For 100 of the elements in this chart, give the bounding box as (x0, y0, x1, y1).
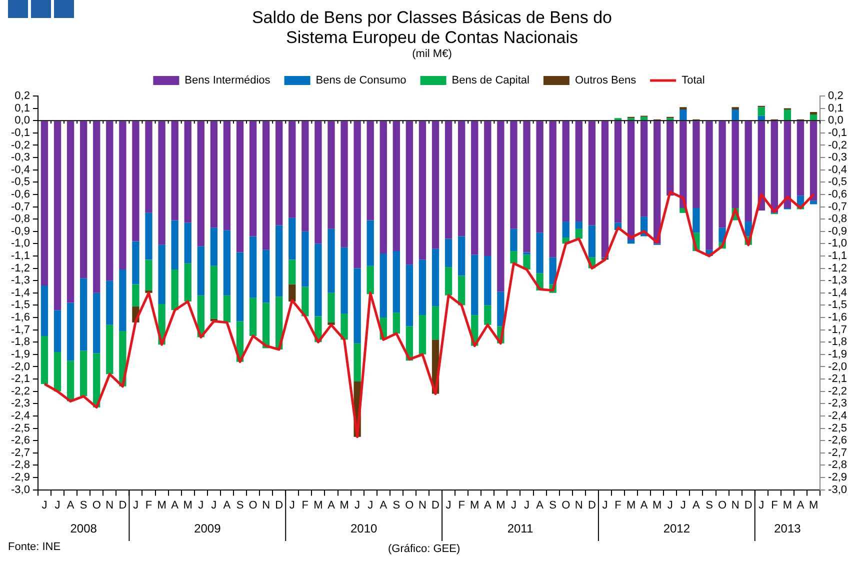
y2-tick-label: -2,6 (828, 434, 848, 447)
text: (Gráfico: GEE) (388, 543, 460, 555)
x-tick-label: M (652, 499, 662, 512)
chart-subtitle: (mil M€) (411, 48, 453, 61)
x-tick-label: J (289, 499, 295, 512)
x-tick-label: A (171, 499, 180, 512)
legend-label: Bens de Capital (452, 74, 530, 87)
y-tick-label: 0,2 (14, 90, 30, 102)
x-tick-label: M (314, 499, 323, 512)
x-tick-label: D (744, 499, 752, 512)
x-tick-label: D (432, 499, 440, 512)
x-tick-label: S (236, 499, 244, 512)
y-tick-label: -2,5 (10, 422, 30, 434)
text: 2009 (194, 521, 222, 536)
legend-label: Bens de Consumo (316, 74, 406, 87)
text: 2012 (663, 521, 690, 536)
y-tick-label: -0,8 (10, 213, 30, 226)
x-tick-label: J (368, 499, 374, 512)
x-tick-label: D (588, 499, 596, 512)
y2-tick-label: -1,8 (828, 336, 848, 348)
y-tick-label: -0,4 (10, 164, 30, 176)
y2-tick-label: 0,2 (828, 90, 844, 102)
y2-tick-label: -0,7 (828, 200, 848, 213)
y2-tick-label: -2,4 (828, 410, 848, 422)
chart-title: Saldo de Bens por Classes Básicas de Bens do Sistema Europeu de Contas Nacionais (250, 8, 614, 48)
x-tick-label: M (782, 499, 792, 512)
y2-tick-label: -0,2 (828, 139, 848, 152)
y2-tick-label: -1,5 (828, 299, 848, 312)
x-tick-label: J (354, 499, 360, 512)
x-tick-label: N (731, 499, 740, 512)
y-tick-label: -2,4 (10, 410, 30, 422)
x-tick-label: A (380, 499, 388, 512)
y-tick-label: -1,7 (10, 324, 30, 336)
legend-label: Total (682, 74, 705, 87)
y-tick-label: -2,2 (10, 385, 30, 398)
x-tick-label: S (80, 499, 88, 512)
x-tick-label: M (626, 499, 636, 512)
y-tick-label: -0,3 (10, 152, 30, 164)
x-tick-label: N (418, 499, 427, 512)
x-tick-label: J (510, 499, 516, 512)
x-tick-label: D (275, 499, 284, 512)
x-tick-label: F (145, 499, 152, 512)
y-tick-label: 0,0 (14, 114, 30, 127)
x-tick-label: F (302, 499, 309, 512)
y-tick-label: -0,6 (10, 188, 30, 200)
y-tick-label: -2,7 (10, 446, 30, 459)
x-tick-label: M (340, 499, 349, 512)
y2-tick-label: -0,1 (828, 126, 848, 139)
y2-tick-label: -1,1 (828, 250, 848, 262)
y2-tick-label: -0,4 (828, 164, 848, 176)
y2-tick-label: -2,1 (828, 373, 848, 386)
x-tick-label: N (262, 499, 270, 512)
y-tick-label: -1,8 (10, 336, 30, 348)
x-tick-label: N (106, 499, 114, 512)
y-tick-label: -2,6 (10, 434, 30, 447)
y2-tick-label: -1,2 (828, 262, 848, 274)
y2-tick-label: -3,0 (828, 484, 848, 496)
x-tick-label: J (132, 499, 138, 512)
legend-label: Bens Intermédios (184, 74, 271, 87)
y-tick-label: -0,7 (10, 200, 30, 213)
text: 2013 (774, 521, 802, 536)
y-tick-label: -1,3 (10, 274, 30, 287)
legend-label: Outros Bens (574, 74, 637, 87)
y-tick-label: -0,2 (10, 139, 30, 152)
x-tick-label: J (667, 499, 673, 512)
x-tick-label: J (680, 499, 686, 512)
x-tick-label: M (496, 499, 506, 512)
y-tick-label: -1,1 (10, 250, 30, 262)
x-tick-label: J (198, 499, 204, 512)
x-tick-label: O (718, 499, 728, 512)
x-tick-label: S (706, 499, 713, 512)
x-tick-label: J (758, 499, 764, 512)
y2-tick-label: -2,0 (828, 360, 848, 373)
y2-tick-label: -0,5 (828, 176, 848, 188)
y2-tick-label: -2,9 (828, 472, 848, 484)
y-tick-label: -1,0 (10, 238, 30, 250)
x-tick-label: O (92, 499, 102, 512)
y2-tick-label: -2,3 (828, 398, 848, 410)
x-tick-label: N (574, 499, 583, 512)
y-tick-label: -3,0 (10, 484, 30, 496)
y-tick-label: -2,9 (10, 472, 30, 484)
x-tick-label: F (458, 499, 466, 512)
x-tick-label: F (614, 499, 622, 512)
y2-tick-label: -1,9 (828, 348, 848, 360)
x-tick-label: O (562, 499, 571, 512)
y-tick-label: -0,1 (10, 126, 30, 139)
text: 2010 (350, 521, 378, 536)
y-tick-label: -1,9 (10, 348, 30, 360)
y-tick-label: -1,4 (10, 286, 30, 299)
y2-tick-label: -2,7 (828, 446, 848, 459)
x-tick-label: A (328, 499, 336, 512)
x-tick-label: O (248, 499, 258, 512)
x-tick-label: A (66, 499, 75, 512)
y-tick-label: -2,8 (10, 459, 30, 472)
x-tick-label: O (405, 499, 414, 512)
x-tick-label: M (470, 499, 480, 512)
y-tick-label: -0,5 (10, 176, 30, 188)
y2-tick-label: -1,4 (828, 286, 848, 299)
text: 2008 (70, 521, 98, 536)
y2-tick-label: -1,6 (828, 312, 848, 324)
